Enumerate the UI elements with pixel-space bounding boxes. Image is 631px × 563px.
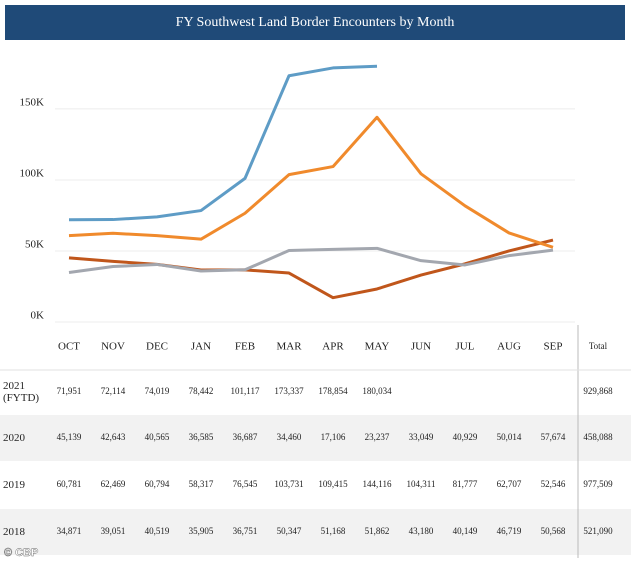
x-tick-label: JUN	[411, 341, 431, 353]
table-total: 458,088	[583, 432, 613, 442]
table-cell: 51,168	[321, 526, 346, 536]
table-cell: 40,929	[453, 432, 478, 442]
table-cell: 104,311	[407, 479, 436, 489]
table-cell: 57,674	[541, 432, 566, 442]
y-tick-label: 100K	[20, 167, 45, 179]
row-label: 2021 (FYTD)	[3, 380, 40, 404]
table-cell: 33,049	[409, 432, 434, 442]
series-line	[68, 246, 554, 274]
row-label: 2020	[3, 432, 25, 444]
table-cell: 43,180	[409, 526, 434, 536]
table-cell: 50,014	[497, 432, 522, 442]
table-cell: 51,862	[365, 526, 390, 536]
table-cell: 40,519	[145, 526, 170, 536]
table-cell: 17,106	[321, 432, 346, 442]
table-cell: 45,139	[57, 432, 82, 442]
table-cell: 173,337	[274, 386, 304, 396]
table-cell: 144,116	[363, 479, 392, 489]
table-cell: 46,719	[497, 526, 522, 536]
table-cell: 62,707	[497, 479, 522, 489]
credit: © CBP	[4, 547, 38, 559]
x-tick-label: NOV	[101, 341, 125, 353]
row-label-box: 2018	[3, 526, 25, 538]
table-cell: 103,731	[274, 479, 303, 489]
x-tick-label: MAR	[276, 341, 302, 353]
table-cell: 109,415	[318, 479, 348, 489]
series-line	[68, 64, 378, 222]
total-header: Total	[589, 341, 608, 351]
table-cell: 23,237	[365, 432, 390, 442]
x-tick-label: APR	[322, 341, 344, 353]
table-cell: 76,545	[233, 479, 258, 489]
row-band	[0, 415, 631, 461]
table-cell: 40,565	[145, 432, 170, 442]
row-band	[0, 509, 631, 555]
x-tick-label: FEB	[235, 341, 255, 353]
table-cell: 36,687	[233, 432, 258, 442]
table-total: 929,868	[583, 386, 613, 396]
x-tick-label: AUG	[497, 341, 521, 353]
title-banner	[5, 5, 625, 40]
table-cell: 36,585	[189, 432, 214, 442]
row-label-box: 2019	[3, 479, 25, 491]
table-cell: 50,568	[541, 526, 566, 536]
table-cell: 62,469	[101, 479, 126, 489]
row-label: 2019	[3, 479, 25, 491]
table-cell: 81,777	[453, 479, 478, 489]
table-cell: 60,781	[57, 479, 82, 489]
row-label-box: 2020	[3, 432, 25, 444]
chart-title: FY Southwest Land Border Encounters by M…	[176, 15, 455, 30]
table-cell: 35,905	[189, 526, 214, 536]
table-cell: 178,854	[318, 386, 348, 396]
table-cell: 50,347	[277, 526, 302, 536]
table-cell: 78,442	[189, 386, 214, 396]
y-tick-label: 50K	[25, 239, 44, 251]
row-label: 2018	[3, 526, 25, 538]
table-cell: 42,643	[101, 432, 126, 442]
table-cell: 34,871	[57, 526, 82, 536]
table-cell: 60,794	[145, 479, 170, 489]
table-total: 977,509	[583, 479, 613, 489]
table-cell: 72,114	[101, 386, 126, 396]
table-cell: 40,149	[453, 526, 478, 536]
x-tick-label: JAN	[191, 341, 211, 353]
series-line	[68, 115, 554, 249]
table-cell: 101,117	[231, 386, 260, 396]
table-cell: 39,051	[101, 526, 126, 536]
x-tick-label: JUL	[456, 341, 475, 353]
y-tick-label: 150K	[20, 96, 45, 108]
x-tick-label: MAY	[365, 341, 390, 353]
table-cell: 52,546	[541, 479, 566, 489]
x-tick-label: SEP	[544, 341, 563, 353]
x-tick-label: OCT	[58, 341, 80, 353]
table-cell: 71,951	[57, 386, 82, 396]
table-cell: 74,019	[145, 386, 170, 396]
row-label-box: 2021 (FYTD)	[3, 380, 40, 404]
table-cell: 58,317	[189, 479, 214, 489]
y-tick-label: 0K	[31, 310, 45, 322]
table-total: 521,090	[583, 526, 613, 536]
table-cell: 36,751	[233, 526, 258, 536]
table-cell: 34,460	[277, 432, 302, 442]
x-tick-label: DEC	[146, 341, 168, 353]
table-cell: 180,034	[362, 386, 392, 396]
